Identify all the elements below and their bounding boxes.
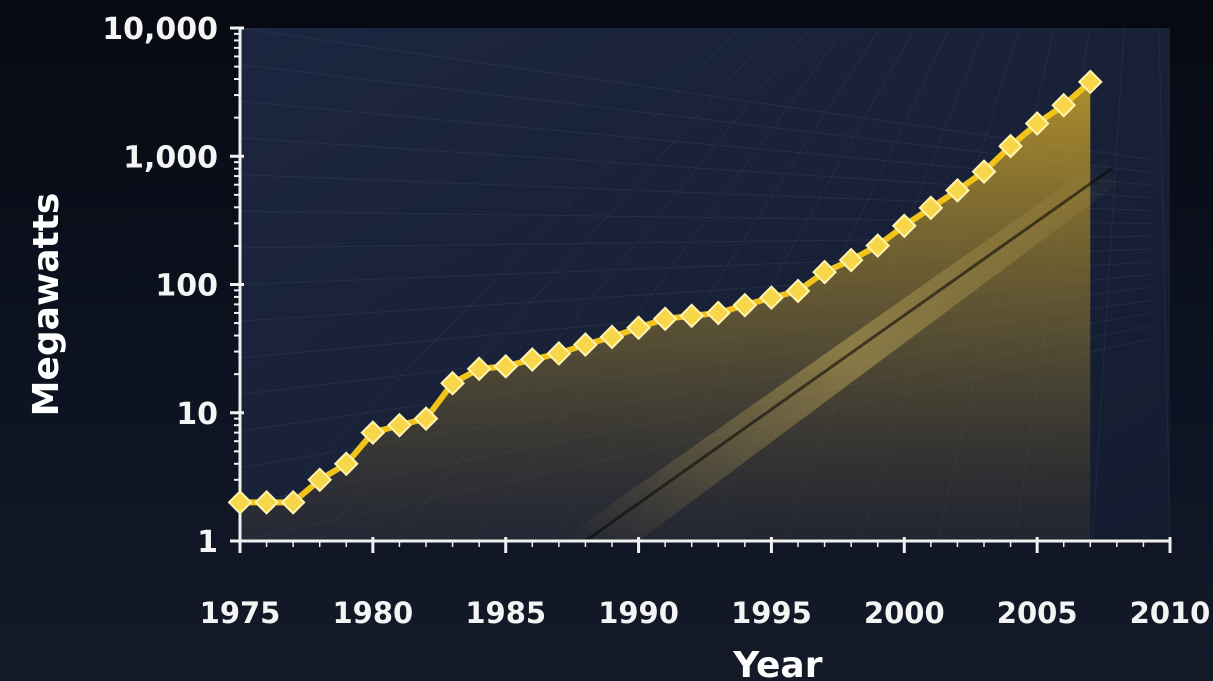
grid-line <box>1092 27 1125 542</box>
ticks: 1 10 100 1,000 10,000 1975 1980 1985 1990 1995 200… <box>102 12 1210 630</box>
grid-line <box>239 27 1151 160</box>
data-point <box>918 195 944 221</box>
y-tick-label: 1,000 <box>123 140 218 175</box>
grid-line <box>239 27 741 542</box>
data-point <box>307 467 333 493</box>
x-tick-label: 1975 <box>200 596 281 630</box>
x-tick-label: 1980 <box>332 596 413 630</box>
data-point <box>1024 111 1050 136</box>
y-tick-label: 1 <box>197 525 218 560</box>
x-tick-label: 1985 <box>465 596 546 630</box>
data-point <box>573 332 598 358</box>
data-point <box>945 177 970 203</box>
data-point <box>838 247 864 273</box>
y-tick-label: 10,000 <box>102 12 218 47</box>
x-axis-title: Year <box>732 645 822 681</box>
data-point <box>626 315 651 341</box>
data-point <box>360 420 386 446</box>
data-point <box>971 159 997 185</box>
data-point <box>280 489 306 515</box>
beam-edge <box>584 167 1113 543</box>
y-axis-title: Megawatts <box>26 193 67 417</box>
data-point <box>413 406 439 432</box>
data-point <box>759 285 784 311</box>
series-area <box>240 81 1091 541</box>
x-tick-label: 2000 <box>864 596 945 630</box>
x-tick-label: 1990 <box>598 596 679 630</box>
data-point <box>493 353 519 379</box>
data-point <box>785 278 811 304</box>
data-point <box>998 133 1023 159</box>
y-tick-label: 10 <box>176 397 218 432</box>
data-point <box>812 259 837 285</box>
data-point <box>732 292 758 318</box>
data-point <box>891 213 917 239</box>
data-point <box>652 306 678 332</box>
data-point <box>387 412 412 438</box>
y-tick-label: 100 <box>155 269 218 304</box>
data-point <box>1051 92 1077 118</box>
data-point <box>466 356 492 382</box>
data-point <box>1077 69 1103 95</box>
series-layer <box>227 69 1103 515</box>
x-tick-label: 2005 <box>997 596 1078 630</box>
x-tick-label: 1995 <box>731 596 812 630</box>
data-point <box>599 324 625 350</box>
data-point <box>227 489 253 515</box>
area-layer <box>240 81 1117 543</box>
data-point <box>679 303 705 329</box>
data-point <box>440 370 465 396</box>
x-tick-label: 2010 <box>1130 596 1211 630</box>
data-point <box>333 451 359 477</box>
data-point <box>705 300 731 326</box>
grid-line <box>1158 27 1171 542</box>
data-point <box>519 347 545 372</box>
light-beam <box>558 156 1117 541</box>
data-point <box>865 233 891 259</box>
data-point <box>254 489 279 515</box>
data-point <box>546 341 572 366</box>
